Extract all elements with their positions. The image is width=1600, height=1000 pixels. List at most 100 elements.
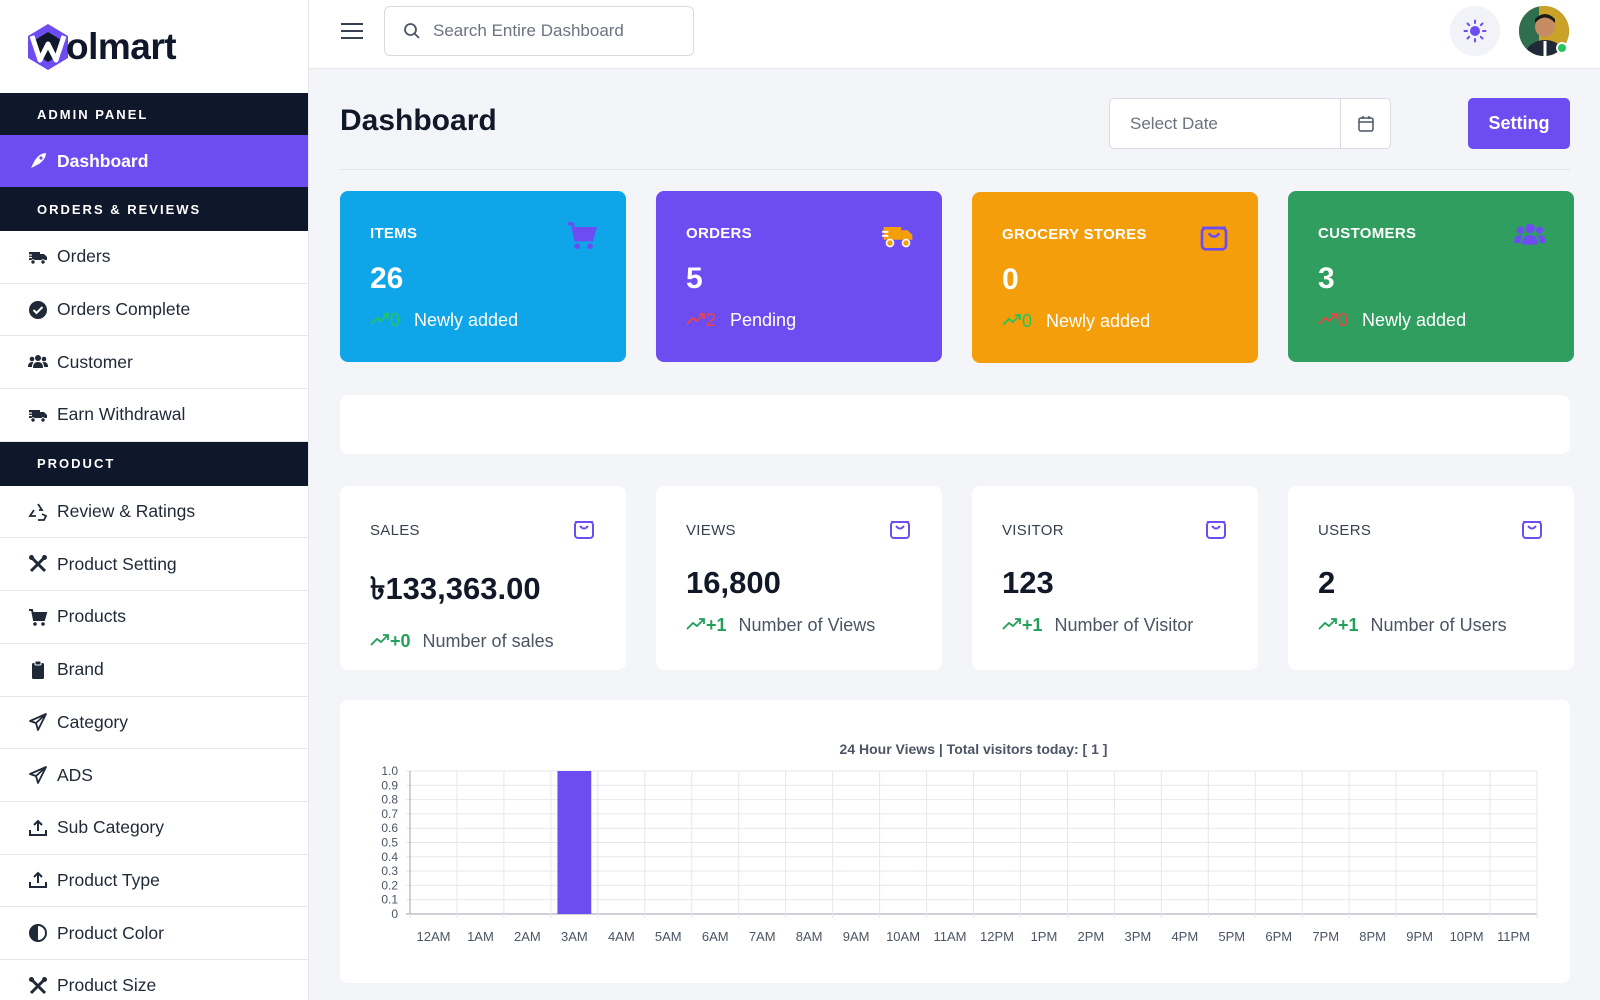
search-box [384, 6, 694, 56]
card-subtitle: 0 Newly added [1002, 311, 1228, 332]
bar-3AM[interactable] [557, 771, 592, 914]
x-tick-label: 12AM [416, 929, 450, 944]
y-tick-label: 0.4 [381, 850, 398, 864]
stat-value: 2 [1318, 565, 1336, 600]
summary-card-grocery-stores[interactable]: GROCERY STORES 0 0 Newly added [972, 192, 1258, 363]
sidebar-nav: ADMIN PANEL Dashboard ORDERS & REVIEWS Orde… [0, 93, 308, 1000]
summary-card-orders[interactable]: ORDERS 5 2 Pending [656, 191, 942, 362]
card-label: ORDERS [686, 225, 752, 242]
clipboard-icon [27, 659, 49, 681]
card-note: Newly added [1362, 310, 1467, 330]
stat-label: VIEWS [686, 522, 736, 539]
theme-toggle-button[interactable] [1450, 6, 1500, 56]
sidebar-item-label: Product Color [57, 922, 164, 943]
sidebar-item-review-ratings[interactable]: Review & Ratings [0, 486, 308, 539]
x-tick-label: 11AM [934, 929, 967, 944]
menu-toggle-icon[interactable] [341, 22, 363, 40]
search-input[interactable] [433, 21, 673, 41]
paper-plane-icon [27, 764, 49, 786]
card-delta: 2 [706, 310, 717, 330]
card-value: 0 [1002, 263, 1019, 296]
upload-icon [27, 817, 49, 839]
summary-card-customers[interactable]: CUSTOMERS 3 0 Newly added [1288, 191, 1574, 362]
page-title: Dashboard [340, 104, 497, 137]
stat-note: Number of Views [738, 615, 876, 635]
stat-card-views[interactable]: VIEWS 16,800 +1 Number of Views [656, 486, 942, 670]
sidebar-item-label: Products [57, 606, 127, 627]
date-input[interactable] [1110, 99, 1340, 148]
x-tick-label: 3PM [1124, 929, 1151, 944]
x-tick-label: 9AM [843, 929, 870, 944]
y-tick-label: 0.1 [381, 893, 398, 907]
sidebar-item-product-setting[interactable]: Product Setting [0, 538, 308, 592]
x-tick-label: 5AM [655, 929, 682, 944]
truck-icon [27, 246, 49, 268]
stat-value: ৳133,363.00 [370, 571, 541, 606]
card-label: ITEMS [370, 225, 418, 242]
stat-subtitle: +0 Number of sales [370, 631, 596, 652]
section-header: ORDERS & REVIEWS [0, 187, 308, 231]
stat-subtitle: +1 Number of Visitor [1002, 615, 1228, 636]
stat-card-visitor[interactable]: VISITOR 123 +1 Number of Visitor [972, 486, 1258, 670]
trend-up-icon [370, 310, 390, 331]
stat-delta: +1 [1338, 615, 1359, 635]
y-tick-label: 0.9 [381, 778, 398, 792]
sidebar-item-label: Customer [57, 351, 133, 372]
sidebar-item-orders[interactable]: Orders [0, 231, 308, 284]
stat-note: Number of Users [1370, 615, 1507, 635]
sidebar-item-brand[interactable]: Brand [0, 644, 308, 697]
x-tick-label: 1AM [467, 929, 494, 944]
x-tick-label: 9PM [1406, 929, 1433, 944]
bag-icon [888, 516, 912, 540]
y-tick-label: 0.3 [381, 864, 398, 878]
sidebar-item-product-type[interactable]: Product Type [0, 855, 308, 908]
sidebar-item-label: Product Type [57, 869, 160, 890]
sidebar-item-ads[interactable]: ADS [0, 749, 308, 802]
contrast-icon [27, 922, 49, 944]
setting-button[interactable]: Setting [1468, 98, 1570, 149]
sidebar-item-dashboard[interactable]: Dashboard [0, 135, 308, 187]
x-tick-label: 7PM [1312, 929, 1339, 944]
sidebar-item-label: Orders Complete [57, 299, 191, 320]
x-tick-label: 10PM [1450, 929, 1484, 944]
x-tick-label: 10AM [886, 929, 920, 944]
sidebar-item-product-color[interactable]: Product Color [0, 907, 308, 960]
sidebar-item-product-size[interactable]: Product Size [0, 960, 308, 1000]
x-tick-label: 8AM [796, 929, 823, 944]
summary-card-items[interactable]: ITEMS 26 0 Newly added [340, 191, 626, 362]
stat-delta: +1 [706, 615, 727, 635]
trend-up-icon [686, 310, 706, 331]
y-tick-label: 0.7 [381, 807, 398, 821]
sidebar-item-category[interactable]: Category [0, 697, 308, 750]
empty-panel [340, 395, 1570, 454]
sidebar-item-products[interactable]: Products [0, 591, 308, 644]
x-tick-label: 4PM [1171, 929, 1198, 944]
bag-icon [1520, 516, 1544, 540]
sidebar-item-label: Orders [57, 246, 111, 267]
x-tick-label: 8PM [1359, 929, 1386, 944]
sidebar-item-orders-complete[interactable]: Orders Complete [0, 284, 308, 337]
x-tick-label: 7AM [749, 929, 776, 944]
x-tick-label: 6PM [1265, 929, 1292, 944]
x-tick-label: 2PM [1078, 929, 1105, 944]
truck-icon [27, 404, 49, 426]
stat-card-sales[interactable]: SALES ৳133,363.00 +0 Number of sales [340, 486, 626, 670]
sidebar-item-sub-category[interactable]: Sub Category [0, 802, 308, 855]
trend-up-icon [1318, 615, 1338, 636]
top-bar [309, 0, 1600, 69]
stat-card-users[interactable]: USERS 2 +1 Number of Users [1288, 486, 1574, 670]
sun-icon [1463, 19, 1487, 43]
x-tick-label: 3AM [561, 929, 588, 944]
users-icon [1514, 219, 1546, 249]
sidebar-item-customer[interactable]: Customer [0, 336, 308, 390]
sidebar-item-earn-withdrawal[interactable]: Earn Withdrawal [0, 389, 308, 442]
card-note: Pending [730, 310, 797, 330]
card-label: GROCERY STORES [1002, 226, 1147, 243]
logo[interactable]: olmart [0, 0, 308, 93]
calendar-button[interactable] [1340, 99, 1390, 148]
trend-up-icon [686, 615, 706, 636]
y-tick-label: 0 [391, 907, 398, 921]
cart-icon [27, 606, 49, 628]
y-tick-label: 0.6 [381, 821, 398, 835]
stat-value: 16,800 [686, 565, 781, 600]
